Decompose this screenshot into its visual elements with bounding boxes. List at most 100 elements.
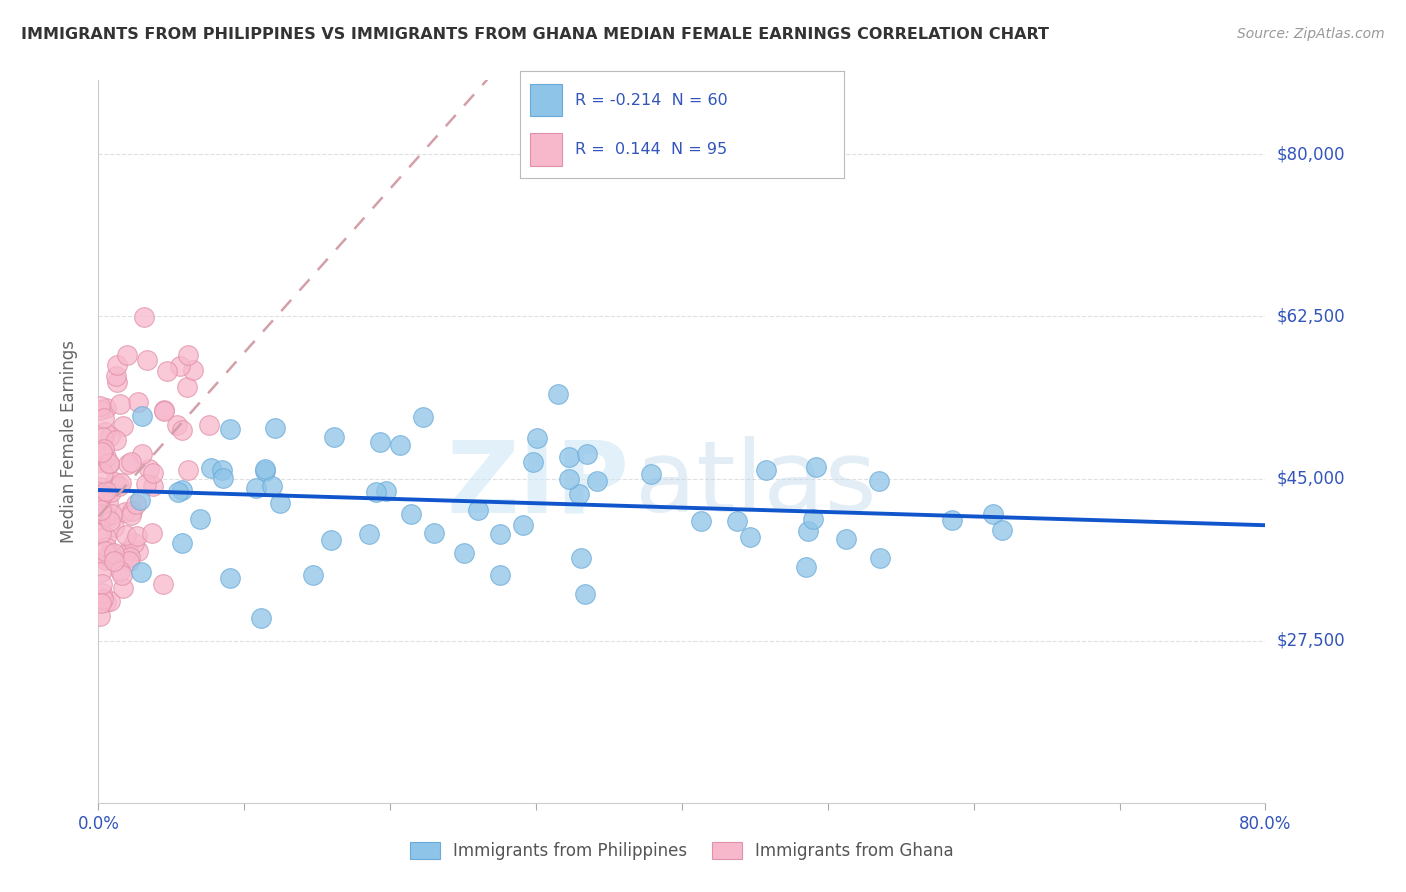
- Point: [93, 410, 115, 425]
- Point: [321, 533, 343, 547]
- Point: [801, 512, 824, 526]
- Point: [153, 402, 176, 417]
- Text: $27,500: $27,500: [1277, 632, 1346, 649]
- Point: [94, 594, 117, 608]
- Point: [153, 404, 176, 418]
- Point: [253, 461, 276, 475]
- Point: [112, 419, 135, 434]
- Point: [250, 610, 273, 624]
- Point: [359, 527, 381, 541]
- Text: ZIP: ZIP: [447, 436, 630, 533]
- Point: [176, 347, 198, 361]
- Point: [981, 507, 1004, 521]
- Point: [172, 423, 194, 437]
- Point: [176, 380, 198, 394]
- Point: [568, 487, 591, 501]
- Point: [111, 581, 134, 595]
- Point: [188, 511, 211, 525]
- Point: [264, 421, 287, 435]
- Point: [89, 507, 111, 521]
- Point: [218, 571, 240, 585]
- Text: R =  0.144  N = 95: R = 0.144 N = 95: [575, 142, 727, 157]
- Point: [101, 507, 124, 521]
- Text: $62,500: $62,500: [1277, 308, 1346, 326]
- Point: [142, 479, 165, 493]
- Point: [103, 475, 125, 490]
- Point: [97, 496, 120, 510]
- Point: [94, 484, 117, 499]
- Point: [124, 536, 146, 550]
- Text: $80,000: $80,000: [1277, 145, 1346, 163]
- Text: R = -0.214  N = 60: R = -0.214 N = 60: [575, 93, 728, 108]
- Point: [253, 464, 276, 478]
- Point: [115, 527, 138, 541]
- Point: [89, 455, 111, 469]
- Point: [94, 531, 117, 545]
- Point: [131, 447, 153, 461]
- Point: [132, 310, 155, 325]
- Point: [218, 422, 240, 436]
- Point: [118, 554, 141, 568]
- Point: [117, 543, 139, 558]
- Point: [558, 450, 581, 464]
- Point: [323, 430, 346, 444]
- Point: [167, 484, 190, 499]
- Point: [526, 431, 548, 445]
- Point: [200, 460, 222, 475]
- Point: [166, 418, 188, 433]
- Point: [98, 594, 121, 608]
- Point: [94, 450, 117, 465]
- Point: [108, 478, 131, 492]
- Point: [100, 485, 122, 500]
- Point: [90, 596, 112, 610]
- Point: [120, 508, 142, 522]
- Point: [571, 550, 593, 565]
- Point: [364, 485, 387, 500]
- Point: [89, 487, 111, 501]
- Point: [453, 546, 475, 560]
- Point: [941, 513, 963, 527]
- Point: [467, 503, 489, 517]
- Point: [89, 511, 111, 525]
- Point: [117, 457, 139, 471]
- Point: [262, 478, 284, 492]
- Point: [120, 455, 142, 469]
- Point: [423, 526, 446, 541]
- Point: [90, 503, 112, 517]
- Point: [103, 519, 125, 533]
- Point: [89, 495, 111, 509]
- Point: [585, 474, 607, 488]
- Point: [129, 565, 152, 579]
- Point: [245, 481, 267, 495]
- Point: [141, 526, 163, 541]
- Point: [375, 483, 398, 498]
- Point: [547, 387, 569, 401]
- Point: [89, 403, 111, 417]
- Point: [794, 559, 817, 574]
- Point: [121, 504, 143, 518]
- Point: [172, 536, 194, 550]
- Point: [91, 592, 114, 607]
- Point: [136, 353, 159, 368]
- Point: [125, 497, 148, 511]
- Point: [576, 447, 599, 461]
- Point: [197, 417, 219, 432]
- Point: [142, 466, 165, 480]
- Point: [804, 459, 827, 474]
- Point: [131, 409, 153, 423]
- Text: $45,000: $45,000: [1277, 469, 1346, 488]
- Point: [105, 433, 128, 447]
- Point: [177, 463, 200, 477]
- Point: [412, 409, 434, 424]
- Point: [89, 492, 111, 507]
- Point: [96, 549, 118, 563]
- Point: [111, 568, 134, 582]
- Point: [94, 553, 117, 567]
- Text: IMMIGRANTS FROM PHILIPPINES VS IMMIGRANTS FROM GHANA MEDIAN FEMALE EARNINGS CORR: IMMIGRANTS FROM PHILIPPINES VS IMMIGRANT…: [21, 27, 1049, 42]
- Point: [91, 576, 114, 591]
- Point: [94, 540, 117, 554]
- Legend: Immigrants from Philippines, Immigrants from Ghana: Immigrants from Philippines, Immigrants …: [404, 835, 960, 867]
- Point: [93, 466, 115, 480]
- Point: [489, 567, 512, 582]
- Point: [869, 550, 891, 565]
